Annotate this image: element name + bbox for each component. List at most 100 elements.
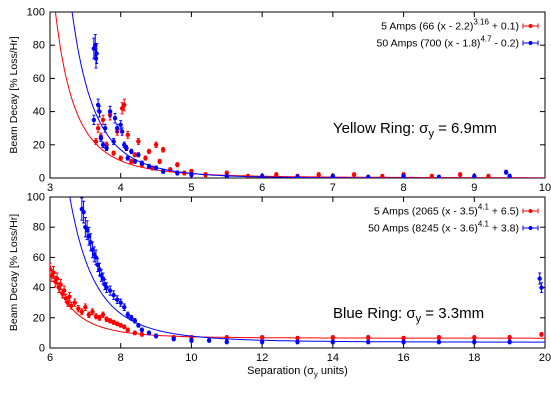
data-point-series-2 xyxy=(160,168,166,174)
data-point-series-1 xyxy=(472,335,477,340)
data-point-series-2 xyxy=(107,105,113,118)
data-point-series-1 xyxy=(65,298,70,307)
data-point-series-1 xyxy=(457,172,463,178)
data-point-series-2 xyxy=(81,200,86,224)
x-tick-label: 12 xyxy=(256,352,268,364)
data-point-series-2 xyxy=(189,338,194,343)
data-point-series-1 xyxy=(100,311,106,318)
data-point-series-1 xyxy=(132,330,138,336)
data-point-series-1 xyxy=(95,123,101,133)
data-point-series-1 xyxy=(51,265,56,280)
data-point-series-1 xyxy=(118,323,123,328)
data-point-series-1 xyxy=(114,321,120,327)
data-point-series-2 xyxy=(401,173,406,178)
data-point-series-2 xyxy=(125,155,130,161)
data-point-series-2 xyxy=(259,173,265,178)
data-point-series-2 xyxy=(224,339,229,345)
data-point-series-1 xyxy=(90,308,95,316)
data-point-series-2 xyxy=(153,165,159,171)
y-tick-label: 20 xyxy=(33,139,45,151)
data-point-series-2 xyxy=(104,282,109,293)
x-tick-label: 18 xyxy=(468,352,480,364)
data-point-series-2 xyxy=(330,339,336,345)
legend-swatch-series-1 xyxy=(522,208,539,214)
data-point-series-1 xyxy=(118,155,123,161)
legend-entry-series-2: 50 Amps (700 (x - 1.8)4.7 - 0.2) xyxy=(377,35,519,50)
y-tick-label: 40 xyxy=(33,106,45,118)
data-point-series-1 xyxy=(69,301,74,310)
data-point-series-1 xyxy=(61,285,67,296)
data-point-series-1 xyxy=(436,335,442,340)
data-point-series-1 xyxy=(316,172,321,178)
data-point-series-2 xyxy=(132,158,138,164)
legend-swatch-series-2 xyxy=(522,40,539,46)
data-point-series-2 xyxy=(436,174,442,178)
y-tick-label: 80 xyxy=(33,222,45,234)
x-tick-label: 7 xyxy=(330,182,336,194)
data-point-series-2 xyxy=(111,290,116,300)
data-point-series-2 xyxy=(507,339,512,345)
y-tick-label: 0 xyxy=(39,173,45,185)
data-point-series-1 xyxy=(76,305,81,313)
x-tick-label: 14 xyxy=(327,352,339,364)
y-tick-label: 40 xyxy=(33,282,45,294)
data-point-series-2 xyxy=(175,170,180,176)
y-axis-label: Beam Decay [% Loss/Hr] xyxy=(8,214,20,331)
data-point-series-2 xyxy=(146,330,152,336)
data-point-series-2 xyxy=(295,174,300,178)
data-point-series-1 xyxy=(86,311,92,318)
legend-entry-series-2: 50 Amps (8245 (x - 3.6)4.1 + 3.8) xyxy=(368,220,519,235)
data-point-series-1 xyxy=(125,130,130,139)
y-axis-label: Beam Decay [% Loss/Hr] xyxy=(8,36,20,153)
legend-entry-series-1: 5 Amps (66 (x - 2.2)3.16 + 0.1) xyxy=(381,18,519,33)
data-point-series-2 xyxy=(104,145,109,152)
data-point-series-1 xyxy=(160,147,166,153)
data-layer xyxy=(54,12,545,178)
data-point-series-2 xyxy=(124,145,129,152)
data-point-series-1 xyxy=(54,272,60,285)
data-point-series-1 xyxy=(132,152,138,158)
data-point-series-1 xyxy=(539,332,544,337)
data-point-series-1 xyxy=(157,158,162,164)
data-point-series-2 xyxy=(83,217,88,238)
data-point-series-1 xyxy=(139,332,145,337)
data-point-series-1 xyxy=(93,313,99,320)
data-point-series-2 xyxy=(139,327,145,333)
data-point-series-2 xyxy=(224,173,229,178)
data-point-series-2 xyxy=(129,314,134,321)
x-tick-label: 10 xyxy=(539,182,551,194)
data-point-series-1 xyxy=(330,335,336,340)
data-point-series-2 xyxy=(136,152,141,158)
legend-swatch-series-1 xyxy=(522,23,539,29)
data-point-series-2 xyxy=(136,323,141,328)
x-tick-label: 5 xyxy=(188,182,194,194)
legend-swatch-series-2 xyxy=(522,225,539,231)
x-tick-label: 20 xyxy=(539,352,551,364)
data-point-series-1 xyxy=(129,158,134,164)
data-point-series-2 xyxy=(507,173,512,178)
data-point-series-2 xyxy=(366,339,371,345)
data-point-series-2 xyxy=(122,303,127,311)
x-tick-label: 8 xyxy=(118,352,124,364)
data-point-series-2 xyxy=(153,333,159,339)
x-tick-label: 6 xyxy=(259,182,265,194)
data-point-series-2 xyxy=(102,123,108,133)
data-point-series-1 xyxy=(107,318,113,324)
data-point-series-1 xyxy=(429,173,435,178)
data-point-series-1 xyxy=(182,170,187,176)
data-point-series-2 xyxy=(100,141,106,148)
data-point-series-2 xyxy=(114,295,120,305)
x-tick-label: 9 xyxy=(471,182,477,194)
data-point-series-2 xyxy=(295,339,300,345)
x-tick-label: 4 xyxy=(118,182,124,194)
data-point-series-1 xyxy=(146,148,152,155)
data-point-series-2 xyxy=(139,160,145,166)
data-point-series-1 xyxy=(72,298,77,307)
data-point-series-2 xyxy=(119,127,125,136)
data-point-series-2 xyxy=(472,339,477,345)
data-point-series-2 xyxy=(472,173,477,178)
data-point-series-1 xyxy=(100,114,106,126)
data-point-series-2 xyxy=(132,318,138,324)
chart-panel-2: 0 20 40 60 80 100 6 8 10 12 14 16 18 20 Beam Decay [% … xyxy=(8,192,551,380)
